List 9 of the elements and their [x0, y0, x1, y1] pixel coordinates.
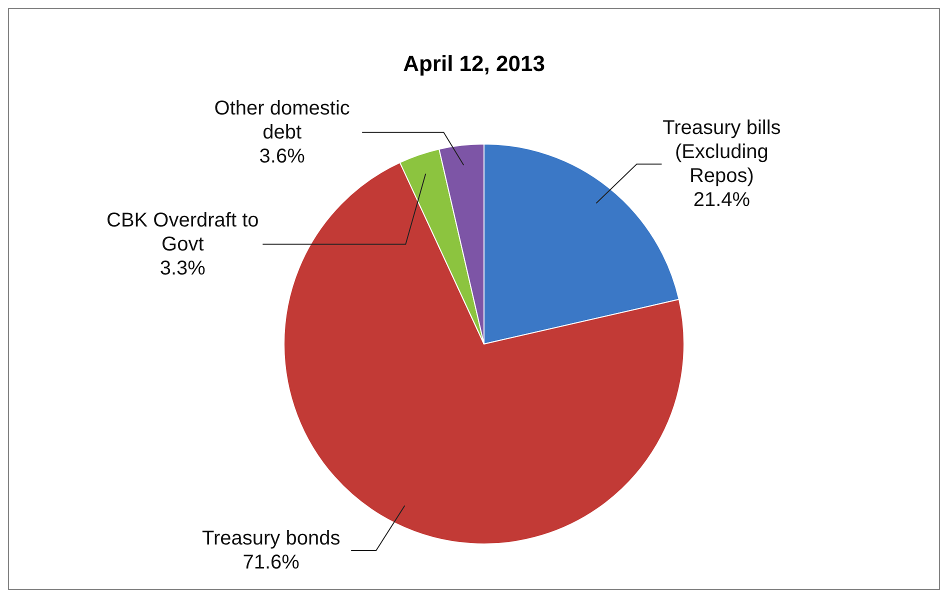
data-label: 21.4%: [693, 189, 750, 212]
data-label: 71.6%: [242, 552, 300, 574]
slice-label: Other domestic debt: [214, 97, 350, 144]
slice-label: Treasury bonds: [202, 528, 340, 550]
data-label: 3.3%: [160, 257, 206, 280]
slice-label: Treasury bills (Excluding Repos): [662, 117, 781, 188]
data-label: 3.6%: [259, 145, 306, 168]
slice-label: CBK Overdraft to Govt: [106, 209, 259, 256]
chart-title: April 12, 2013: [402, 51, 546, 77]
